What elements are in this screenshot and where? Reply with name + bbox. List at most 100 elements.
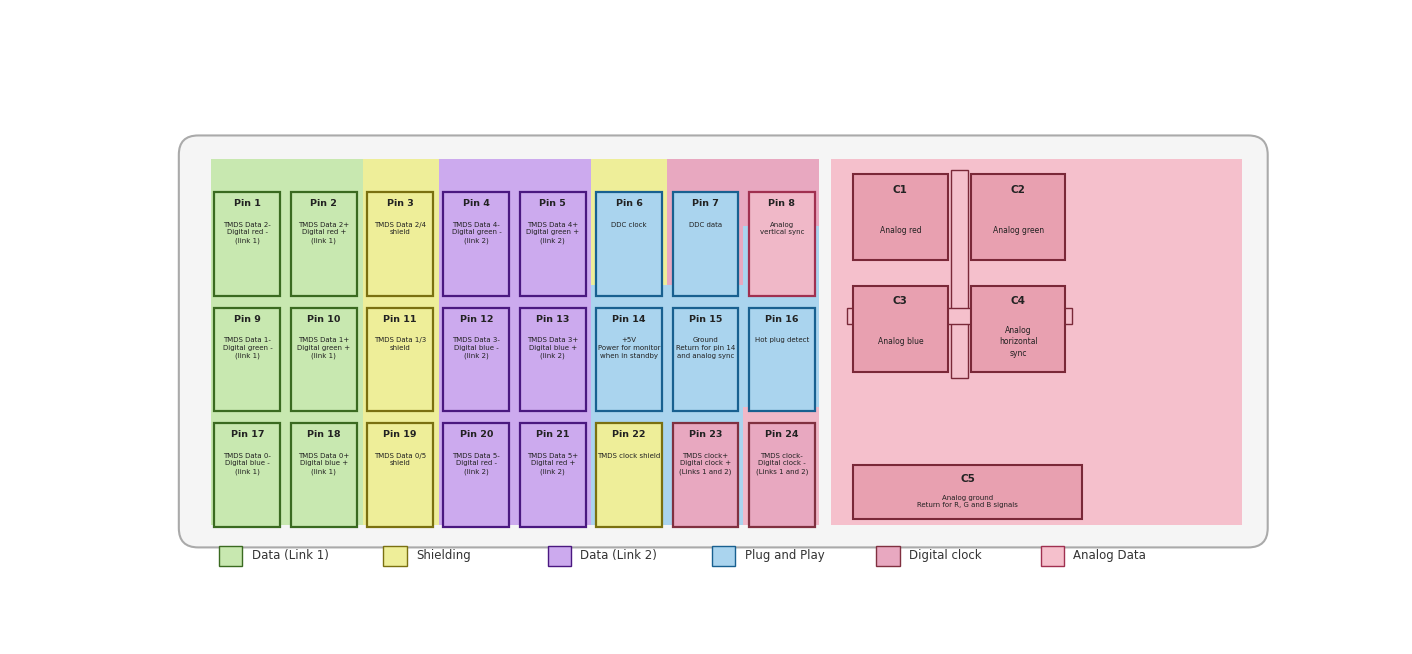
Bar [1041,546,1063,566]
Text: Ground
Return for pin 14
and analog sync: Ground Return for pin 14 and analog sync [676,337,736,358]
Text: TMDS Data 2-
Digital red -
(link 1): TMDS Data 2- Digital red - (link 1) [223,222,271,244]
Bar [743,407,819,525]
Text: Pin 2: Pin 2 [311,199,337,209]
Bar [596,308,662,411]
Text: TMDS Data 4+
Digital green +
(link 2): TMDS Data 4+ Digital green + (link 2) [527,222,579,244]
Text: Pin 22: Pin 22 [613,430,645,439]
Text: TMDS Data 1-
Digital green -
(link 1): TMDS Data 1- Digital green - (link 1) [223,337,273,359]
FancyBboxPatch shape [179,135,1268,547]
Text: Pin 1: Pin 1 [234,199,261,209]
Bar [853,286,947,372]
Bar [971,174,1066,260]
Bar [743,226,819,407]
Bar [443,192,510,296]
Text: +5V
Power for monitor
when in standby: +5V Power for monitor when in standby [597,337,661,358]
Text: Pin 3: Pin 3 [387,199,414,209]
Bar [215,308,281,411]
Bar [384,546,407,566]
Bar [443,308,510,411]
Text: Analog red: Analog red [880,226,921,235]
Text: Analog Data: Analog Data [1073,549,1147,562]
Bar [367,192,433,296]
Text: TMDS Data 5+
Digital red +
(link 2): TMDS Data 5+ Digital red + (link 2) [527,453,579,475]
Bar [666,158,819,285]
Bar [748,423,815,526]
Bar [712,546,736,566]
Text: Hot plug detect: Hot plug detect [754,337,809,343]
Bar [291,423,357,526]
Bar [291,308,357,411]
Text: TMDS Data 1+
Digital green +
(link 1): TMDS Data 1+ Digital green + (link 1) [297,337,350,359]
Bar [877,546,899,566]
Text: Analog ground
Return for R, G and B signals: Analog ground Return for R, G and B sign… [918,495,1018,508]
Text: Pin 21: Pin 21 [537,430,569,439]
Text: Pin 10: Pin 10 [306,315,340,324]
Text: TMDS clock+
Digital clock +
(Links 1 and 2): TMDS clock+ Digital clock + (Links 1 and… [679,453,731,475]
Bar [832,158,1243,525]
Text: Pin 4: Pin 4 [463,199,490,209]
Bar [291,192,357,296]
Text: Pin 23: Pin 23 [689,430,722,439]
Bar [592,285,743,525]
Text: Digital clock: Digital clock [909,549,981,562]
Text: Pin 19: Pin 19 [383,430,417,439]
Bar [443,423,510,526]
Text: TMDS Data 5-
Digital red -
(link 2): TMDS Data 5- Digital red - (link 2) [453,453,500,475]
Text: TMDS Data 3-
Digital blue -
(link 2): TMDS Data 3- Digital blue - (link 2) [452,337,500,359]
Bar [596,423,662,526]
Text: TMDS clock-
Digital clock -
(Links 1 and 2): TMDS clock- Digital clock - (Links 1 and… [755,453,808,475]
Text: DDC clock: DDC clock [611,222,647,228]
Text: C2: C2 [1011,184,1025,195]
Bar [215,423,281,526]
Text: TMDS Data 0-
Digital blue -
(link 1): TMDS Data 0- Digital blue - (link 1) [223,453,271,475]
Bar [748,192,815,296]
Text: TMDS Data 3+
Digital blue +
(link 2): TMDS Data 3+ Digital blue + (link 2) [527,337,579,359]
Text: Pin 15: Pin 15 [689,315,722,324]
Text: Pin 13: Pin 13 [537,315,569,324]
Bar [367,423,433,526]
Text: Pin 14: Pin 14 [613,315,645,324]
Bar [853,174,947,260]
Bar [210,158,363,525]
Bar [672,192,738,296]
Bar [520,308,586,411]
Text: Analog blue: Analog blue [877,337,923,346]
Text: Pin 7: Pin 7 [692,199,719,209]
Text: Pin 11: Pin 11 [383,315,417,324]
Text: Data (Link 2): Data (Link 2) [580,549,657,562]
Text: Pin 6: Pin 6 [616,199,642,209]
Bar [672,308,738,411]
Text: Plug and Play: Plug and Play [744,549,825,562]
Text: Pin 8: Pin 8 [768,199,795,209]
Text: Data (Link 1): Data (Link 1) [251,549,329,562]
Text: TMDS clock shield: TMDS clock shield [597,453,661,458]
Text: Pin 18: Pin 18 [306,430,340,439]
Bar [971,286,1066,372]
Bar [520,423,586,526]
Bar [596,192,662,296]
Text: Pin 24: Pin 24 [765,430,799,439]
Text: Analog
vertical sync: Analog vertical sync [760,222,803,235]
Bar [672,423,738,526]
Text: Pin 20: Pin 20 [460,430,493,439]
Bar [367,308,433,411]
Bar [219,546,243,566]
Text: TMDS Data 4-
Digital green -
(link 2): TMDS Data 4- Digital green - (link 2) [452,222,501,244]
Text: Pin 5: Pin 5 [539,199,566,209]
Text: DDC data: DDC data [689,222,722,228]
Text: TMDS Data 2+
Digital red +
(link 1): TMDS Data 2+ Digital red + (link 1) [298,222,349,244]
Bar [853,465,1083,519]
Bar [847,307,1072,324]
Text: Analog
horizontal
sync: Analog horizontal sync [998,326,1038,358]
Text: C3: C3 [892,296,908,306]
Bar [950,170,967,378]
Bar [363,158,439,525]
Bar [592,158,666,285]
Text: Analog green: Analog green [993,226,1043,235]
Text: Shielding: Shielding [417,549,470,562]
Text: TMDS Data 0+
Digital blue +
(link 1): TMDS Data 0+ Digital blue + (link 1) [298,453,349,475]
Text: TMDS Data 0/5
shield: TMDS Data 0/5 shield [374,453,426,466]
Text: Pin 17: Pin 17 [230,430,264,439]
Text: C1: C1 [892,184,908,195]
Text: C5: C5 [960,474,976,484]
